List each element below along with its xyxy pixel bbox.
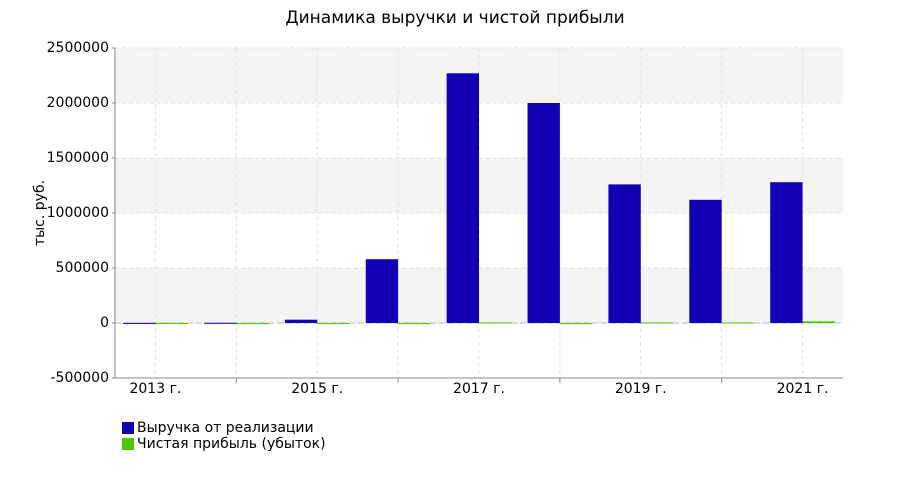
bar (203, 322, 237, 324)
y-tick-label: -500000 (51, 370, 110, 386)
bar (559, 323, 593, 325)
bar (640, 322, 674, 324)
x-tick-label: 2015 г. (291, 381, 343, 397)
legend-label: Чистая прибыль (убыток) (137, 436, 326, 452)
bar (608, 184, 641, 323)
bar (770, 182, 803, 323)
bar (317, 323, 350, 325)
y-tick-label: 1500000 (47, 150, 109, 166)
bar (123, 322, 156, 324)
bar (398, 323, 431, 325)
x-tick-label: 2013 г. (129, 381, 181, 397)
y-tick-label: 2000000 (47, 95, 109, 111)
bar (155, 323, 188, 324)
chart-title: Динамика выручки и чистой прибыли (285, 8, 624, 28)
bar (284, 319, 318, 323)
bar (236, 323, 269, 325)
legend-swatch (122, 422, 134, 434)
bar (689, 199, 722, 323)
y-axis-label: тыс. руб. (32, 180, 48, 246)
bar (479, 322, 512, 324)
bar (527, 103, 560, 323)
x-tick-label: 2019 г. (615, 381, 667, 397)
y-tick-label: 500000 (56, 260, 109, 276)
y-tick-label: 2500000 (47, 40, 109, 56)
x-tick-label: 2021 г. (777, 381, 829, 397)
bar (365, 259, 399, 323)
x-tick-label: 2017 г. (453, 381, 505, 397)
y-tick-label: 0 (100, 315, 109, 331)
bar (802, 321, 835, 323)
legend-swatch (122, 438, 134, 450)
y-tick-label: 1000000 (47, 205, 109, 221)
bar (446, 73, 479, 323)
legend-label: Выручка от реализации (137, 420, 314, 436)
bar (721, 322, 755, 324)
